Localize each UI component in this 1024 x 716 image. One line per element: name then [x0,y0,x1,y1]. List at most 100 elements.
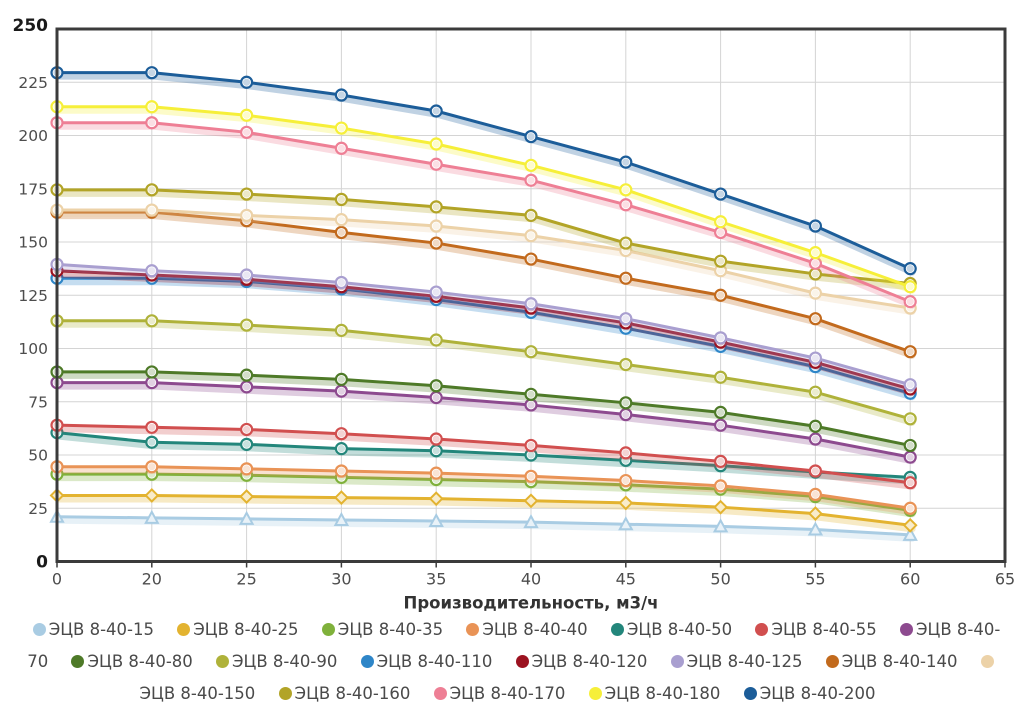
data-point [432,382,440,390]
data-point [334,141,348,155]
data-point [717,334,725,342]
series-line-12 [55,210,912,354]
legend-item: ЭЦВ 8-40-80 [71,652,193,671]
data-point [240,512,253,524]
data-point [527,472,535,480]
data-point [811,249,820,257]
data-point [622,274,630,282]
series-halo-11 [55,264,916,392]
series-halo-7 [55,371,916,453]
legend-item: ЭЦВ 8-40-25 [177,620,299,639]
data-point [243,440,251,448]
data-point [527,211,535,219]
y-tick-label: 150 [18,234,48,252]
legend-item: ЭЦВ 8-40-110 [360,652,492,671]
legend-swatch [433,687,447,700]
data-point [808,246,823,260]
data-point [619,473,633,488]
data-point [622,315,630,323]
data-point [618,516,634,531]
legend-swatch [466,623,480,636]
legend-swatch [216,655,230,668]
data-point [713,418,728,432]
data-point [619,183,633,197]
data-point [808,419,823,433]
data-point [524,173,538,187]
data-point [243,128,251,136]
data-point [337,445,345,453]
data-point [717,291,725,299]
data-point [906,415,914,423]
data-point [337,195,345,203]
data-point [809,507,822,520]
data-point [145,203,159,217]
x-tick-label: 65 [995,570,1015,589]
data-point [717,408,725,416]
data-point [148,438,156,446]
data-point [334,213,348,227]
data-point [622,360,630,369]
series-halo-10 [55,270,916,396]
x-tick-label: 30 [331,570,351,589]
legend-swatch [321,623,335,636]
data-point [337,326,345,334]
data-point [148,69,156,77]
data-point [811,435,820,443]
data-point [337,228,345,237]
series-halo-13 [55,210,916,316]
data-point [145,116,159,130]
data-point [429,236,443,250]
data-point [432,107,440,115]
legend-item: ЭЦВ 8-40-150 [140,652,997,703]
x-axis-title: Производительность, м3/ч [404,594,659,613]
chart-legend: ЭЦВ 8-40-15 ЭЦВ 8-40-25 ЭЦВ 8-40-35 ЭЦВ … [12,614,1012,710]
data-point [334,464,348,478]
data-point [429,432,443,446]
data-point [619,236,633,250]
data-point [432,203,440,211]
data-point [808,351,823,365]
y-tick-label: 125 [18,287,48,305]
data-point [903,345,917,359]
series-line-17 [55,71,912,271]
data-point [811,315,820,323]
data-point [904,528,917,540]
data-point [622,399,630,407]
data-point [337,375,345,383]
data-point [809,523,822,535]
data-point [713,288,728,302]
data-point [243,271,251,279]
x-tick-label: 50 [710,570,730,589]
data-point [713,454,728,468]
data-point [527,132,535,141]
data-point [428,512,444,528]
data-point [145,100,159,114]
data-point [334,275,348,290]
data-point [337,124,345,132]
data-point [811,222,820,230]
data-point [717,190,725,198]
data-point [903,295,917,309]
data-point [527,161,535,169]
series-halo-0 [55,516,916,542]
data-point [808,312,823,326]
legend-swatch [825,655,839,668]
data-point [335,491,348,504]
data-point [717,218,725,226]
data-point [337,278,345,287]
data-point [619,155,633,169]
data-point [524,438,538,453]
data-point [906,479,914,487]
data-point [148,463,156,471]
data-point [337,91,345,99]
data-point [811,289,820,297]
data-point [432,239,440,247]
series-halo-14 [55,189,916,291]
y-tick-label: 175 [18,180,48,198]
series-halo-8 [55,320,916,426]
data-point [240,422,254,437]
data-point [145,314,159,328]
data-point [428,491,444,507]
series-line-9 [55,276,912,395]
series-halo-2 [55,474,916,518]
